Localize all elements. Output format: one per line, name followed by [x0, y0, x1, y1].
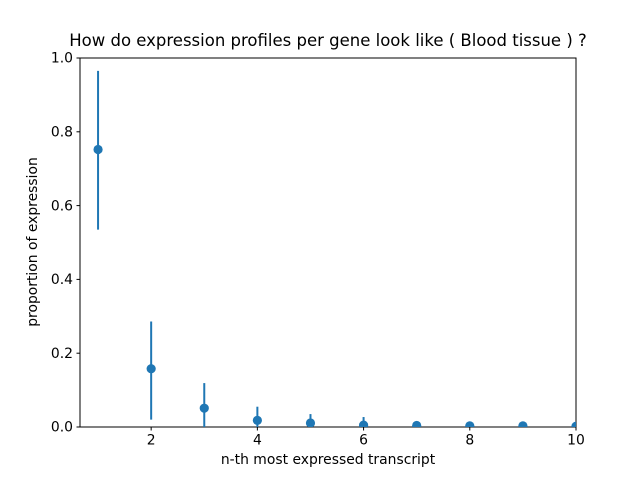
y-tick-label: 0.8: [51, 125, 73, 141]
data-point: [571, 421, 576, 427]
data-point: [146, 364, 156, 374]
data-point: [305, 418, 316, 427]
data-point: [199, 403, 209, 413]
data-point: [465, 421, 475, 427]
y-tick-label: 0.4: [51, 272, 73, 288]
data-point: [358, 420, 369, 427]
data-point: [93, 144, 103, 155]
y-tick-label: 0.0: [51, 420, 73, 436]
axes-frame: [79, 57, 577, 428]
x-tick-label: 8: [465, 433, 474, 449]
data-point: [252, 415, 262, 425]
x-tick-label: 4: [253, 433, 262, 449]
data-point: [412, 420, 422, 427]
data-series: [93, 70, 576, 427]
x-tick-label: 10: [567, 433, 585, 449]
y-tick-label: 0.6: [51, 198, 73, 214]
x-axis-label: n-th most expressed transcript: [220, 452, 436, 468]
x-tick-label: 2: [147, 433, 156, 449]
chart-title: How do expression profiles per gene look…: [69, 31, 587, 50]
data-point: [518, 421, 528, 427]
x-tick-label: 6: [359, 433, 368, 449]
y-tick-label: 1.0: [51, 51, 73, 67]
y-tick-label: 0.2: [51, 346, 73, 362]
